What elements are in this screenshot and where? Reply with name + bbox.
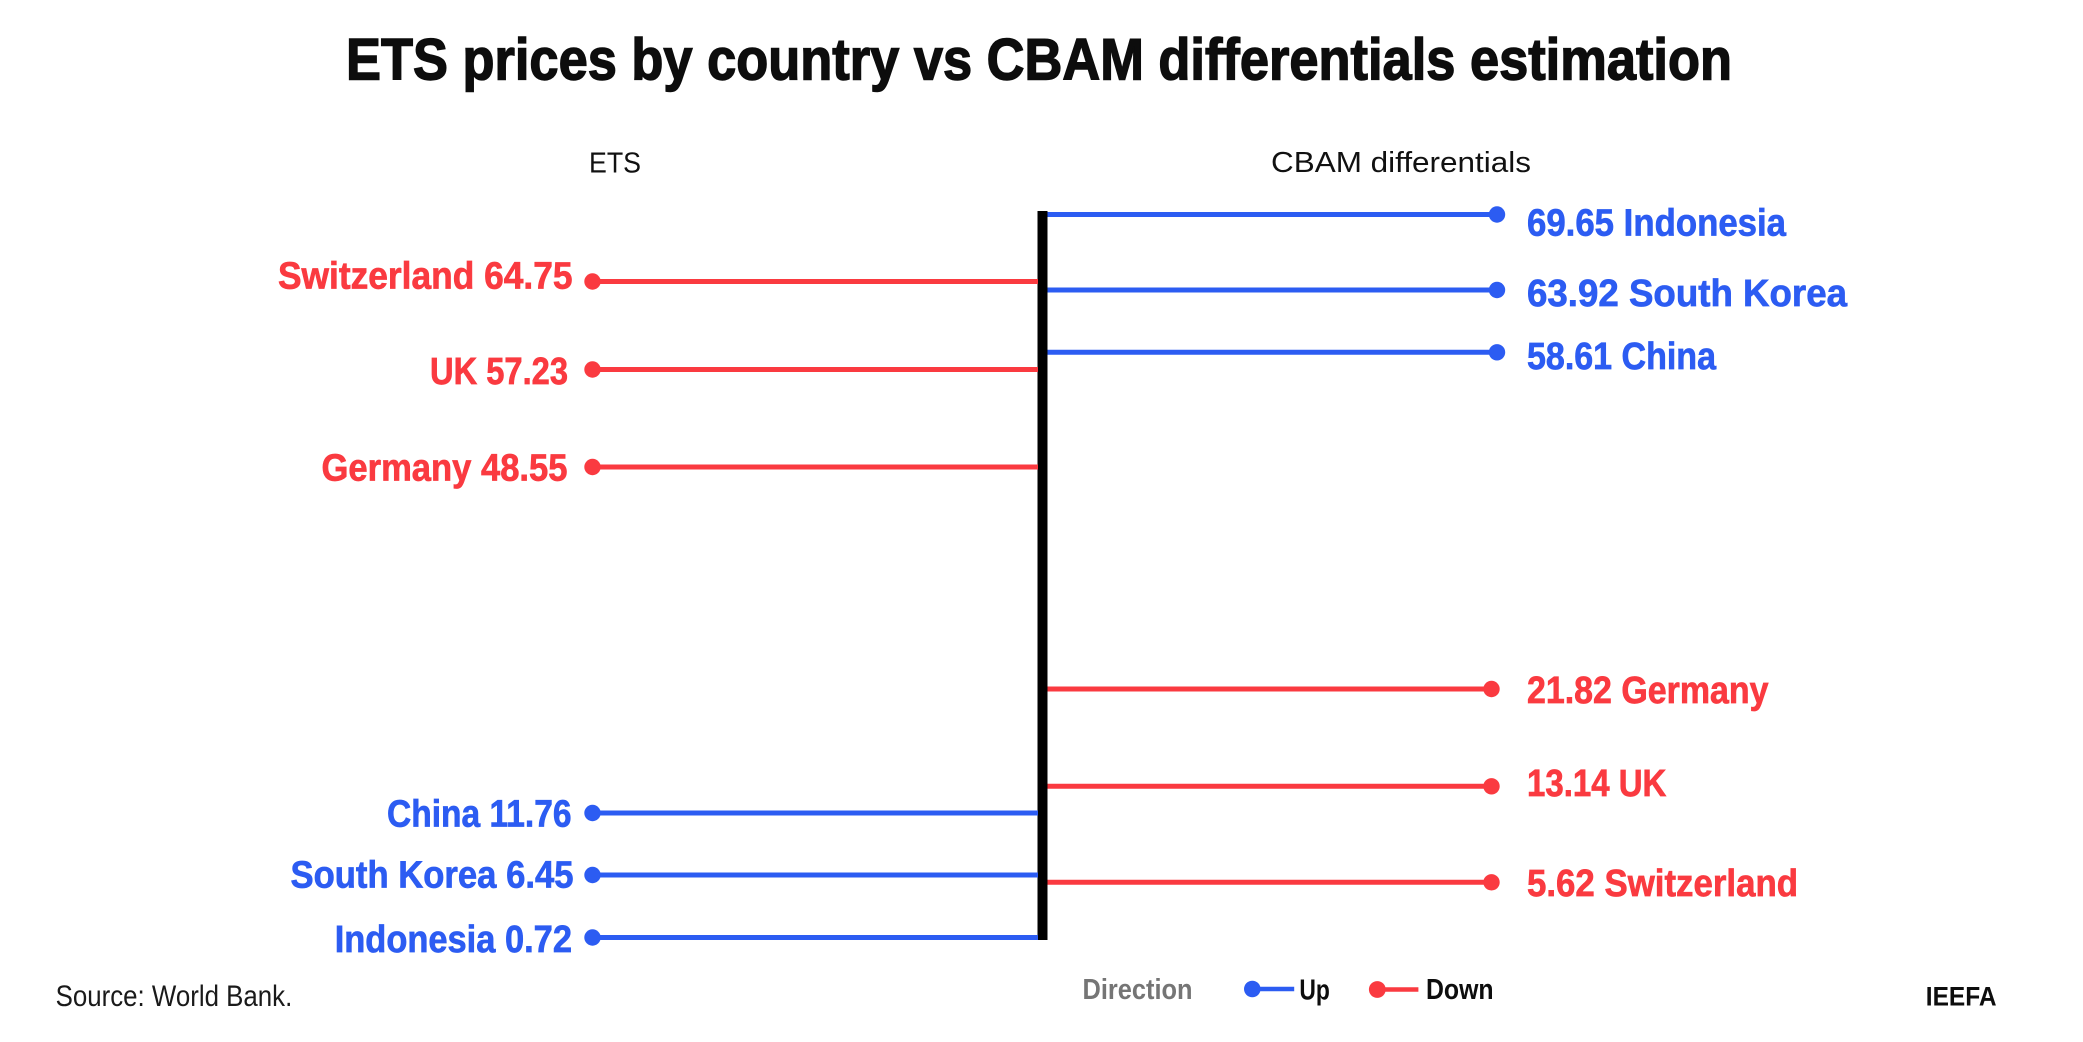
svg-text:Up: Up bbox=[1299, 974, 1330, 1006]
svg-text:13.14 UK: 13.14 UK bbox=[1527, 763, 1667, 805]
svg-text:IEEFA: IEEFA bbox=[1926, 982, 1997, 1012]
svg-text:ETS prices by country vs CBAM: ETS prices by country vs CBAM differenti… bbox=[346, 28, 1732, 93]
svg-text:Germany 48.55: Germany 48.55 bbox=[322, 447, 568, 489]
svg-text:5.62 Switzerland: 5.62 Switzerland bbox=[1527, 863, 1798, 905]
svg-text:21.82 Germany: 21.82 Germany bbox=[1527, 670, 1769, 712]
svg-text:UK 57.23: UK 57.23 bbox=[430, 351, 568, 393]
svg-text:ETS: ETS bbox=[589, 147, 641, 179]
svg-text:Down: Down bbox=[1426, 974, 1494, 1006]
svg-text:58.61 China: 58.61 China bbox=[1527, 336, 1717, 378]
svg-text:63.92 South Korea: 63.92 South Korea bbox=[1527, 273, 1848, 315]
svg-text:Indonesia 0.72: Indonesia 0.72 bbox=[335, 919, 572, 961]
svg-text:China 11.76: China 11.76 bbox=[387, 794, 572, 836]
svg-text:South Korea 6.45: South Korea 6.45 bbox=[291, 855, 574, 897]
svg-text:Source: World Bank.: Source: World Bank. bbox=[56, 980, 293, 1013]
svg-text:Switzerland 64.75: Switzerland 64.75 bbox=[278, 256, 573, 298]
svg-text:Direction: Direction bbox=[1083, 974, 1193, 1006]
svg-text:CBAM differentials: CBAM differentials bbox=[1271, 147, 1531, 179]
svg-text:69.65 Indonesia: 69.65 Indonesia bbox=[1527, 203, 1787, 245]
